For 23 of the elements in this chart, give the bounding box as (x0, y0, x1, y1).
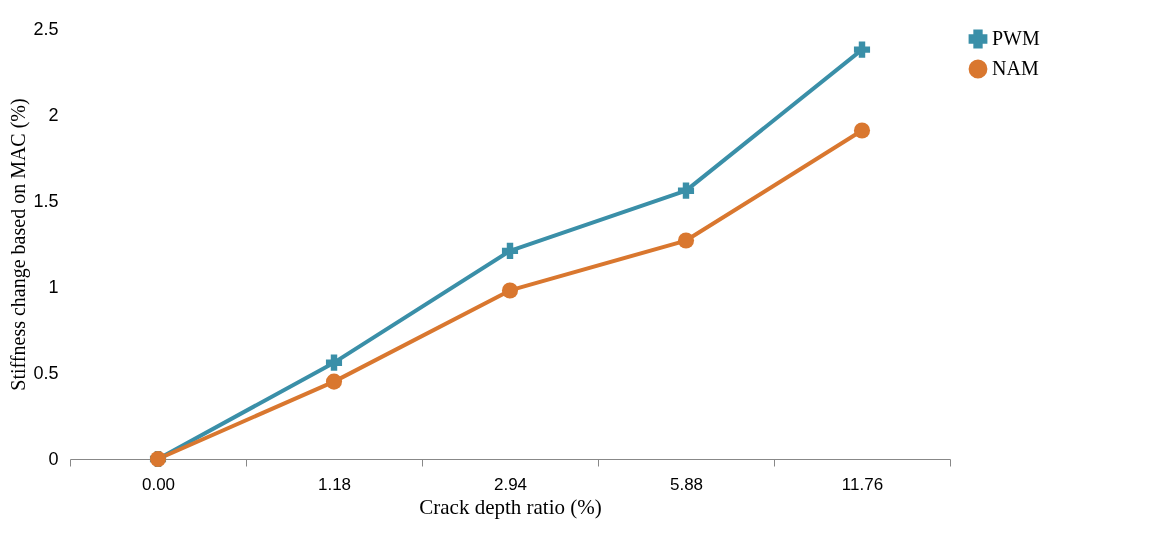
y-tick-label: 1.5 (33, 190, 59, 211)
x-tick-label: 2.94 (493, 474, 528, 494)
y-tick-label: 0.5 (33, 362, 59, 383)
y-tick-label: 1 (48, 276, 59, 297)
x-tick-label: 0.00 (141, 474, 176, 494)
y-tick-label: 0 (48, 448, 59, 469)
point (677, 232, 695, 249)
point (853, 41, 871, 58)
x-tick-label: 11.76 (841, 474, 884, 494)
legend-label: NAM (992, 57, 1039, 79)
x-axis-title: Crack depth ratio (%) (419, 494, 602, 519)
point (853, 122, 871, 139)
y-axis-title: Stiffness change based on MAC (%) (7, 98, 31, 391)
x-tick-label: 1.18 (317, 474, 352, 494)
point (501, 242, 519, 259)
legend-label: PWM (992, 27, 1040, 49)
point (325, 354, 343, 371)
y-tick-label: 2 (48, 104, 59, 125)
x-tick-label: 5.88 (669, 474, 704, 494)
point (677, 182, 695, 199)
point (501, 282, 519, 299)
point (325, 373, 343, 390)
y-tick-label: 2.5 (33, 18, 59, 39)
